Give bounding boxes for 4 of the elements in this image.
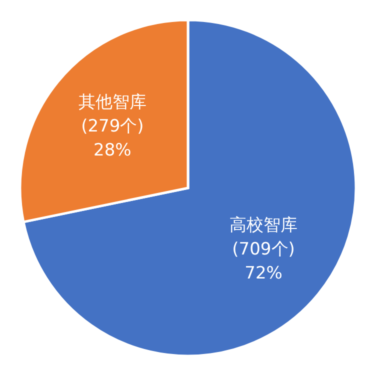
data-label: (279个) 28% bbox=[81, 116, 144, 160]
slice-label: 其他智库 bbox=[78, 92, 146, 112]
data-label: (709个) 72% bbox=[232, 240, 295, 284]
slice-label: 高校智库 bbox=[230, 216, 298, 236]
